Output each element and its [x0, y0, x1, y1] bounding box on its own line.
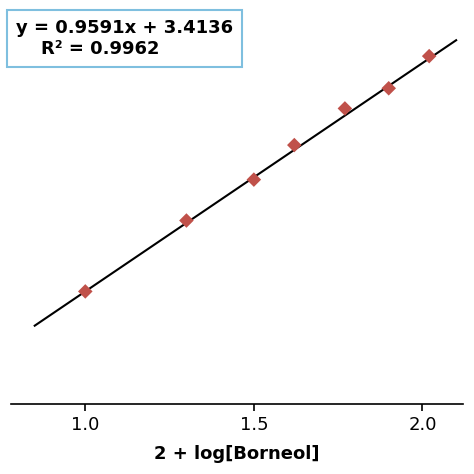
- Point: [291, 141, 298, 149]
- Point: [425, 52, 433, 60]
- Point: [182, 217, 190, 224]
- Point: [82, 288, 89, 295]
- Point: [341, 105, 349, 112]
- X-axis label: 2 + log[Borneol]: 2 + log[Borneol]: [154, 445, 320, 463]
- Point: [385, 84, 392, 92]
- Text: y = 0.9591x + 3.4136
    R² = 0.9962: y = 0.9591x + 3.4136 R² = 0.9962: [16, 19, 233, 58]
- Point: [250, 176, 258, 183]
